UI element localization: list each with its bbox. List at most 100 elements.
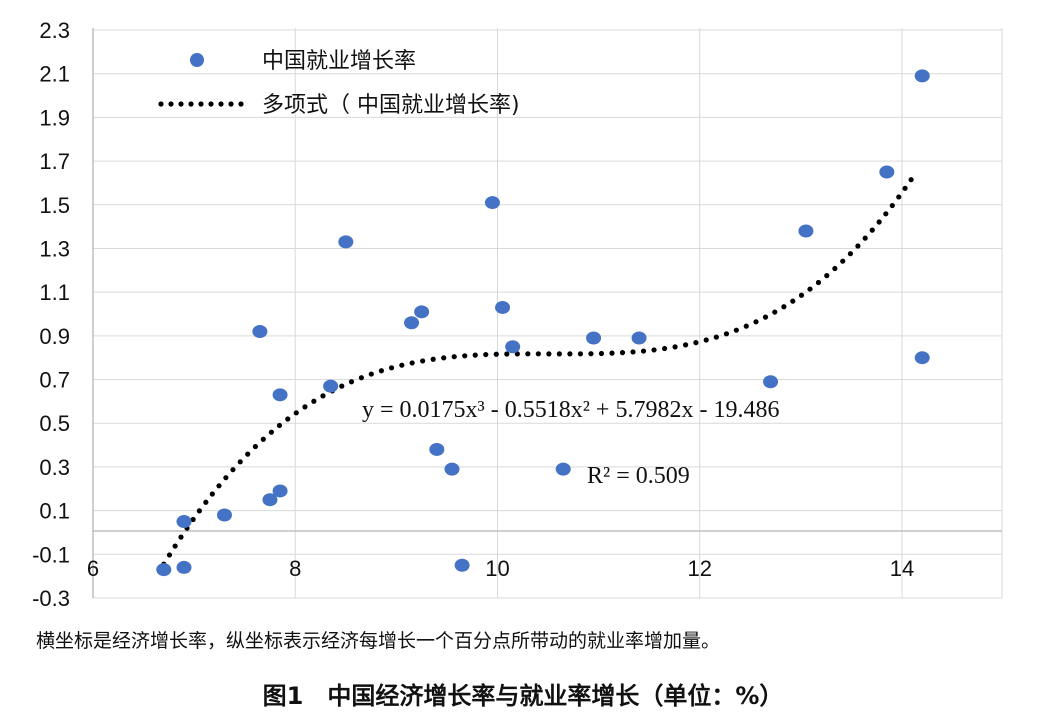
trendline-dot: [713, 334, 719, 340]
data-point: [216, 508, 232, 522]
y-tick-label: 0.3: [39, 455, 70, 480]
trendline-dot: [230, 467, 236, 473]
legend-dot: [238, 101, 244, 107]
trendline-dot: [409, 360, 415, 366]
trendline-dot: [577, 351, 584, 357]
legend-dot: [178, 101, 184, 107]
y-tick-label: 1.7: [39, 149, 70, 174]
trendline-dot: [525, 351, 531, 357]
trendline-dot: [682, 342, 689, 348]
trendline-dot: [883, 211, 889, 217]
scatter-chart: 2.3 2.1 1.9 1.7 1.5 1.3 1.1 0.9 0.7 0.5 0.3 0.1 -0.1…: [32, 18, 1003, 611]
trendline-dot: [815, 279, 822, 286]
legend-dot: [158, 101, 164, 107]
trendline-dot: [348, 379, 355, 385]
x-tick-label: 6: [87, 556, 99, 581]
trendline-dot: [546, 351, 552, 357]
trendline-dot: [651, 347, 657, 353]
data-points: [156, 69, 930, 577]
trendline-dot: [807, 286, 813, 292]
trendline-dot: [260, 436, 266, 442]
trendline-dot: [535, 351, 541, 357]
trendline-dot: [762, 314, 769, 320]
trendline-dot: [847, 251, 854, 257]
data-point: [444, 462, 460, 476]
x-axis-tick-labels: 6 8 10 12 14: [87, 556, 914, 581]
data-point: [555, 462, 571, 476]
legend-label-scatter: 中国就业增长率: [262, 49, 416, 74]
axes: [92, 28, 1002, 598]
trendline-dot: [276, 422, 283, 429]
trendline-dot: [311, 398, 317, 404]
trendline-dot: [399, 362, 405, 368]
y-tick-label: 0.5: [39, 411, 70, 436]
trendline-dot: [504, 351, 510, 357]
trendline-dot: [378, 368, 385, 374]
trendline-dot: [556, 351, 562, 357]
data-point: [798, 224, 814, 238]
legend-dot: [188, 101, 194, 107]
trendline-dot: [441, 355, 447, 361]
trendline-dot: [285, 416, 291, 422]
trendline-dot: [661, 345, 668, 352]
data-point: [914, 351, 930, 365]
trendline-dot: [896, 194, 902, 200]
data-point: [176, 515, 192, 529]
y-tick-label: 1.1: [39, 280, 70, 305]
trendline-dot: [753, 319, 759, 325]
trendline-dot: [640, 348, 647, 354]
trendline-dot: [420, 358, 426, 364]
data-point: [495, 300, 511, 314]
trendline-dot: [339, 383, 345, 389]
y-axis-tick-labels: 2.3 2.1 1.9 1.7 1.5 1.3 1.1 0.9 0.7 0.5 0.3 0.1 -0.1…: [32, 18, 70, 611]
figure-caption: 图1 中国经济增长率与就业率增长（单位：%）: [262, 682, 784, 710]
trendline-dot: [190, 516, 196, 523]
trendline-dot: [196, 508, 202, 514]
legend-label-trendline: 多项式（ 中国就业增长率): [262, 93, 520, 118]
trendline-dot: [743, 323, 749, 329]
trendline-dot: [876, 219, 882, 225]
legend-dot: [198, 101, 204, 107]
y-tick-label: 0.7: [39, 368, 70, 393]
trendline-dot: [902, 185, 908, 191]
trendline-dot: [388, 365, 395, 371]
x-tick-label: 12: [688, 556, 712, 581]
trendline-dot: [855, 243, 861, 249]
trendline-equation: y = 0.0175x³ - 0.5518x² + 5.7982x - 19.4…: [362, 397, 779, 423]
r-squared-label: R² = 0.509: [587, 463, 690, 489]
trendline-dot: [209, 491, 215, 497]
data-point: [914, 69, 930, 83]
trendline-dot: [223, 475, 229, 481]
trendline-dot: [598, 350, 605, 357]
trendline-dot: [368, 371, 374, 377]
data-point: [505, 340, 521, 354]
legend-marker-scatter: [190, 53, 204, 67]
trendline-dot: [672, 344, 678, 350]
trendline-dot: [609, 350, 615, 356]
x-tick-label: 10: [485, 556, 509, 581]
trendline-dot: [203, 499, 209, 505]
trendline-dot: [462, 353, 468, 359]
trendline-dot: [178, 534, 184, 540]
data-point: [414, 305, 430, 319]
trendline-dot: [302, 404, 308, 410]
trendline-dot: [619, 350, 626, 356]
trendline-dot: [790, 298, 796, 304]
trendline-dot: [588, 351, 594, 357]
legend-dot: [208, 101, 214, 107]
trendline-dot: [493, 351, 499, 357]
trendline-dot: [252, 443, 259, 450]
trendline-dot: [430, 356, 436, 362]
trendline-dot: [781, 304, 787, 310]
trendline-dot: [166, 552, 173, 558]
trendline-dot: [908, 177, 914, 183]
trendline-dot: [869, 227, 875, 233]
trendline-dot: [237, 459, 243, 465]
legend-dot: [218, 101, 224, 107]
data-point: [272, 484, 288, 498]
trendline-dot: [320, 393, 326, 399]
trendline-dot: [268, 429, 274, 435]
trendline-dot: [216, 483, 222, 489]
trendline-dot: [451, 354, 457, 360]
data-point: [404, 316, 420, 330]
